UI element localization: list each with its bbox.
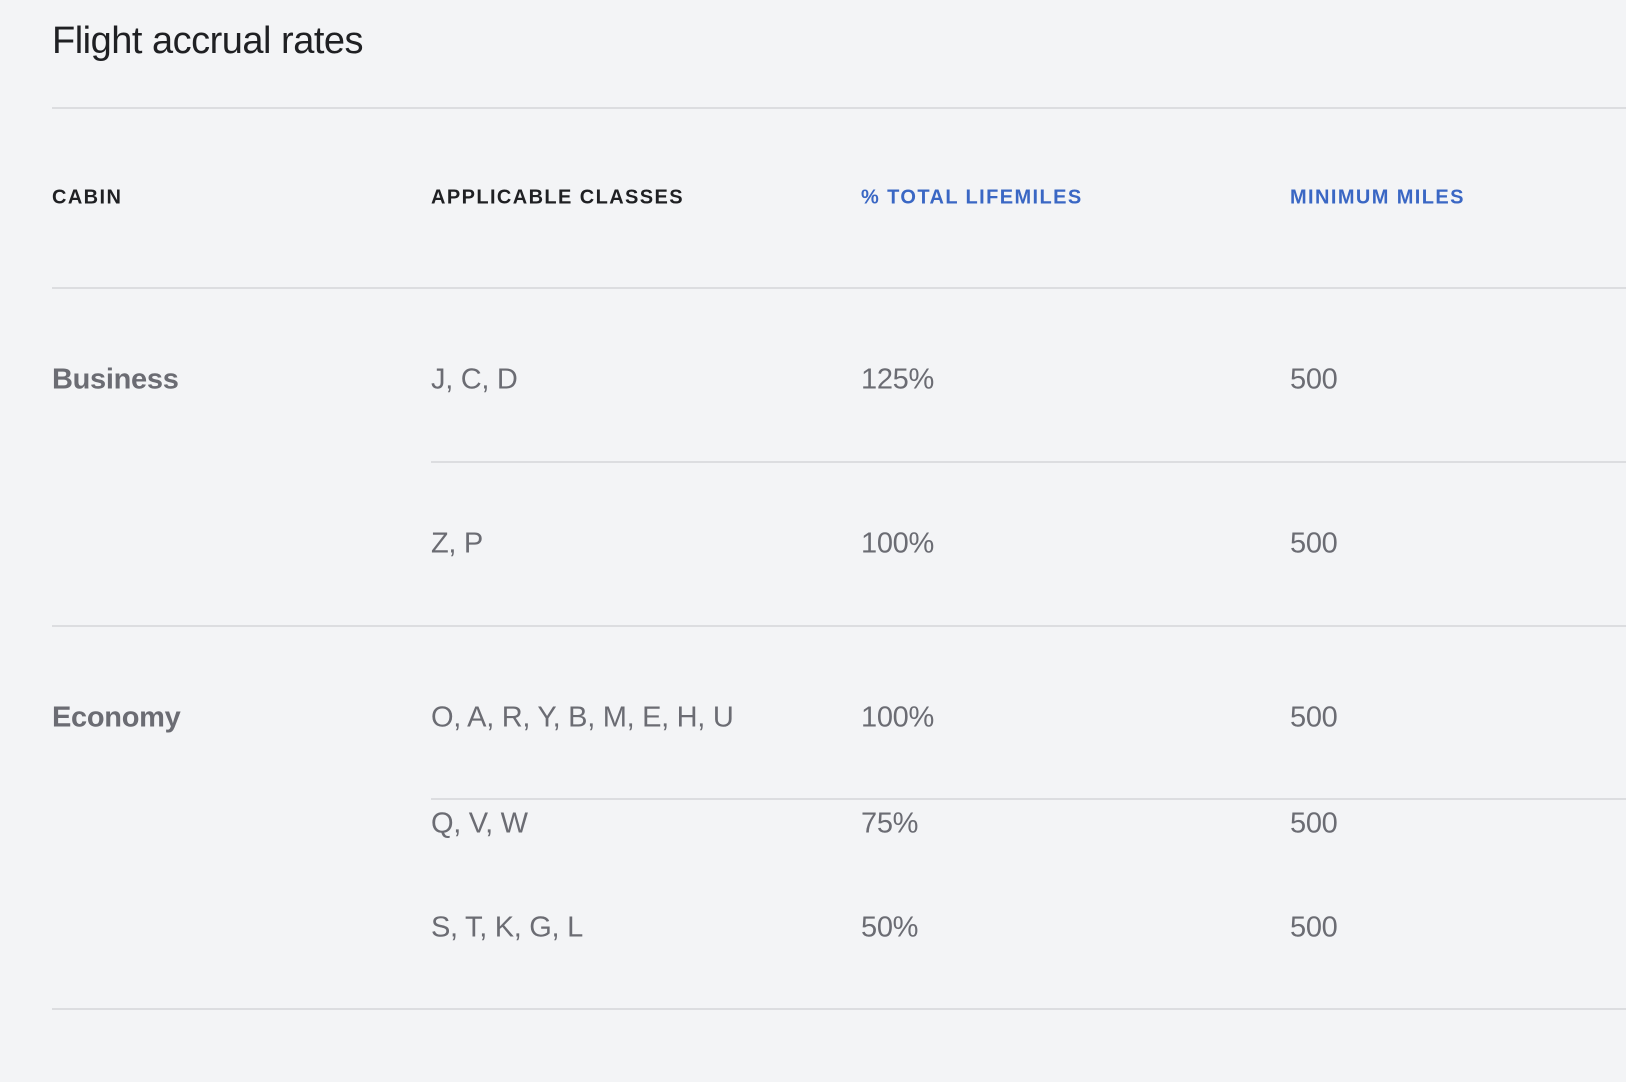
- minimum-miles-cell: 500: [1290, 701, 1338, 734]
- column-header-cabin: CABIN: [52, 186, 123, 209]
- minimum-miles-cell: 500: [1290, 363, 1338, 396]
- column-header-minimum-miles: MINIMUM MILES: [1290, 186, 1465, 209]
- total-lifemiles-cell: 50%: [861, 911, 919, 944]
- header-divider: [52, 287, 1626, 289]
- applicable-classes-cell: S, T, K, G, L: [431, 911, 583, 944]
- total-lifemiles-cell: 125%: [861, 363, 934, 396]
- applicable-classes-cell: Q, V, W: [431, 807, 528, 840]
- table-top-divider: [52, 107, 1626, 109]
- total-lifemiles-cell: 100%: [861, 701, 934, 734]
- column-header-total-lifemiles: % TOTAL LIFEMILES: [861, 186, 1083, 209]
- total-lifemiles-cell: 75%: [861, 807, 919, 840]
- applicable-classes-cell: J, C, D: [431, 363, 518, 396]
- minimum-miles-cell: 500: [1290, 807, 1338, 840]
- cabin-label: Business: [52, 363, 179, 396]
- applicable-classes-cell: Z, P: [431, 527, 483, 560]
- row-divider: [431, 798, 1626, 800]
- row-divider: [431, 461, 1626, 463]
- applicable-classes-cell: O, A, R, Y, B, M, E, H, U: [431, 701, 734, 734]
- table-bottom-divider: [52, 1008, 1626, 1010]
- column-header-applicable-classes: APPLICABLE CLASSES: [431, 186, 685, 209]
- group-divider: [52, 625, 1626, 627]
- minimum-miles-cell: 500: [1290, 911, 1338, 944]
- minimum-miles-cell: 500: [1290, 527, 1338, 560]
- page-title: Flight accrual rates: [52, 20, 364, 62]
- cabin-label: Economy: [52, 701, 181, 734]
- total-lifemiles-cell: 100%: [861, 527, 934, 560]
